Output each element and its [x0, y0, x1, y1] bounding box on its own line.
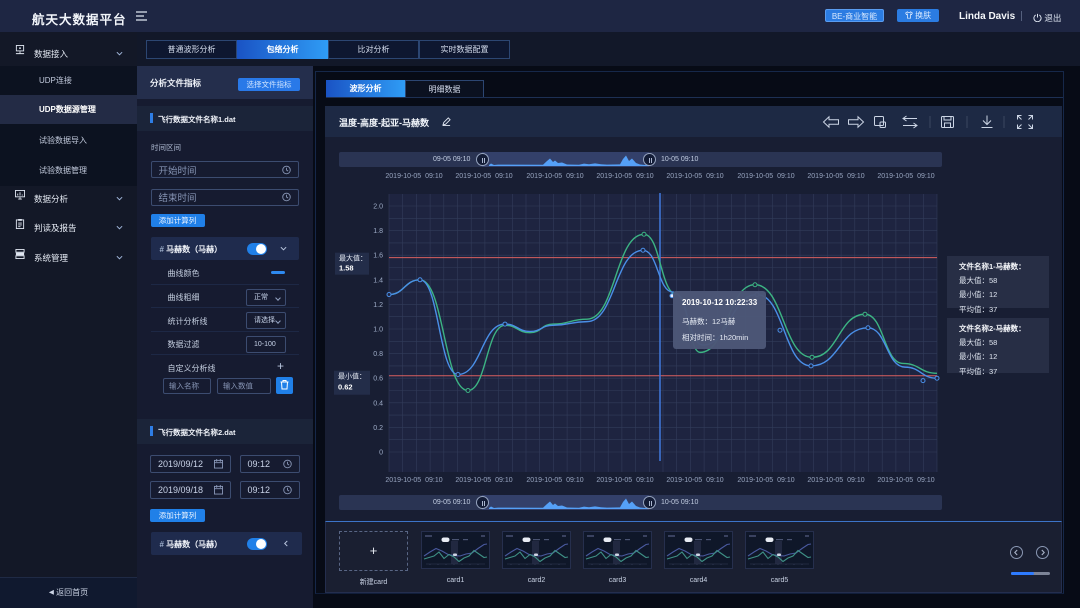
svg-text:1.6: 1.6: [373, 253, 383, 260]
svg-text:0.8: 0.8: [373, 351, 383, 358]
svg-text:2.0: 2.0: [373, 204, 383, 211]
svg-text:最小值：: 最小值：: [338, 372, 366, 381]
svg-text:0.2: 0.2: [373, 425, 383, 432]
svg-text:0.6: 0.6: [373, 376, 383, 383]
svg-text:1.4: 1.4: [373, 277, 383, 284]
svg-text:相对时间：1h20min: 相对时间：1h20min: [682, 332, 748, 342]
svg-text:1.0: 1.0: [373, 327, 383, 334]
svg-text:0.4: 0.4: [373, 400, 383, 407]
svg-text:最大值：: 最大值：: [339, 254, 367, 263]
svg-text:0.62: 0.62: [338, 383, 353, 392]
svg-text:2019-10-12 10:22:33: 2019-10-12 10:22:33: [682, 298, 758, 307]
svg-text:马赫数：12马赫: 马赫数：12马赫: [682, 316, 736, 326]
svg-text:1.2: 1.2: [373, 302, 383, 309]
svg-text:1.58: 1.58: [339, 264, 354, 273]
svg-text:0: 0: [379, 450, 383, 457]
svg-text:1.8: 1.8: [373, 228, 383, 235]
